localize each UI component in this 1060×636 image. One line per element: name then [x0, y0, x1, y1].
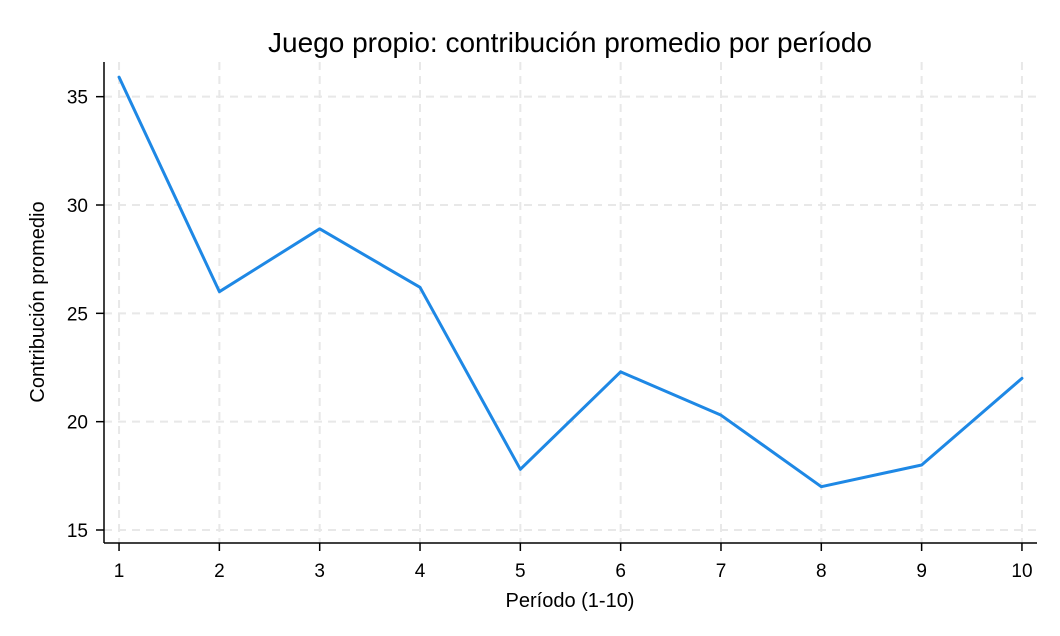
x-tick-label-8: 8 — [816, 561, 827, 582]
grid-layer — [104, 62, 1037, 543]
x-tick-label-9: 9 — [916, 561, 927, 582]
x-tick-label-1: 1 — [114, 561, 125, 582]
axis-layer: 1 2 3 4 5 6 7 8 9 10 15 20 25 30 35 — [67, 62, 1037, 582]
y-tick-label-20: 20 — [67, 413, 88, 434]
y-tick-label-30: 30 — [67, 196, 88, 217]
x-tick-label-3: 3 — [314, 561, 325, 582]
x-tick-label-5: 5 — [515, 561, 526, 582]
x-axis-label: Período (1-10) — [506, 590, 635, 612]
x-tick-label-6: 6 — [615, 561, 626, 582]
x-tick-label-2: 2 — [214, 561, 225, 582]
x-tick-label-4: 4 — [415, 561, 426, 582]
y-tick-label-35: 35 — [67, 88, 88, 109]
series-layer — [117, 75, 1024, 489]
x-tick-label-10: 10 — [1011, 561, 1032, 582]
label-layer: Juego propio: contribución promedio por … — [27, 27, 872, 612]
y-tick-label-25: 25 — [67, 304, 88, 325]
y-tick-label-15: 15 — [67, 521, 88, 542]
y-axis-label: Contribución promedio — [27, 201, 49, 402]
series-line-1 — [117, 75, 1024, 489]
x-tick-label-7: 7 — [716, 561, 727, 582]
chart-title: Juego propio: contribución promedio por … — [268, 27, 872, 58]
